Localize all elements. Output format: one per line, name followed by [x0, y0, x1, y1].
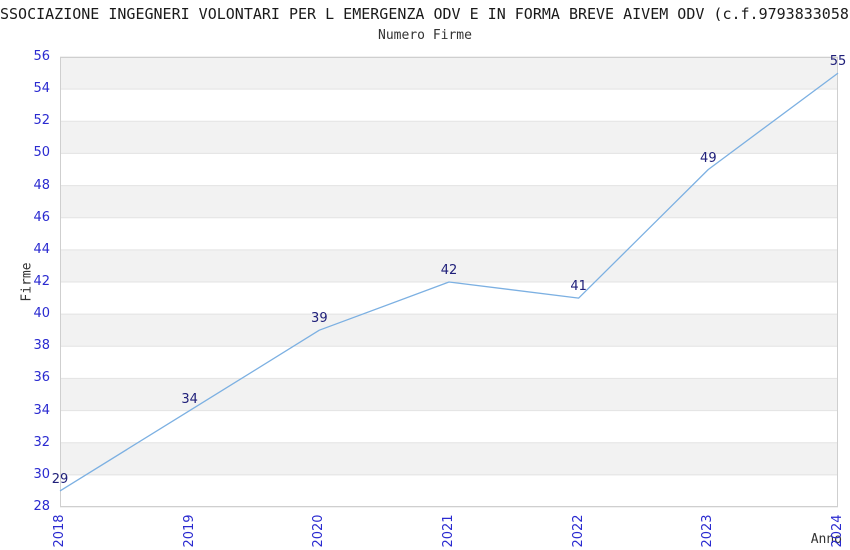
- x-tick-label: 2024: [830, 514, 845, 548]
- y-tick-label: 56: [33, 49, 50, 64]
- y-tick-label: 28: [33, 499, 50, 514]
- grid-band: [60, 314, 838, 347]
- point-data-label: 41: [570, 279, 587, 295]
- y-tick-label: 52: [33, 113, 50, 129]
- point-data-label: 39: [311, 311, 328, 327]
- grid-band: [60, 442, 838, 475]
- grid-band: [60, 185, 838, 218]
- y-tick-label: 46: [33, 209, 50, 225]
- x-tick-label: 2018: [52, 514, 67, 548]
- grid-band: [60, 378, 838, 411]
- y-tick-label: 44: [33, 241, 50, 257]
- y-tick-label: 40: [33, 306, 50, 322]
- y-tick-label: 38: [33, 338, 50, 354]
- x-tick-label: 2022: [570, 514, 586, 548]
- x-axis-label: Anno: [810, 532, 842, 547]
- grid-band: [60, 249, 838, 282]
- y-tick-label: 30: [33, 466, 50, 482]
- y-tick-label: 32: [33, 434, 50, 450]
- x-tick-label: 2023: [700, 514, 716, 548]
- x-tick-label: 2020: [311, 514, 327, 548]
- point-data-label: 42: [440, 263, 458, 278]
- y-tick-label: 54: [33, 81, 50, 97]
- point-data-label: 49: [700, 150, 717, 166]
- y-tick-label: 34: [33, 402, 50, 418]
- chart-subtitle: Numero Firme: [378, 28, 472, 43]
- x-tick-label: 2021: [441, 514, 456, 548]
- y-tick-label: 48: [33, 177, 50, 193]
- y-tick-label: 36: [33, 370, 50, 386]
- point-data-label: 29: [51, 471, 69, 487]
- grid-band: [60, 57, 838, 90]
- chart-title: SSOCIAZIONE INGEGNERI VOLONTARI PER L EM…: [0, 5, 850, 23]
- point-data-label: 55: [829, 54, 847, 70]
- y-tick-label: 42: [33, 274, 50, 289]
- point-data-label: 34: [181, 391, 198, 407]
- y-tick-label: 50: [33, 145, 50, 161]
- grid-band: [60, 121, 838, 154]
- series-line: [59, 72, 839, 492]
- plot-border: [60, 57, 838, 507]
- plot-area: [59, 56, 839, 508]
- x-tick-label: 2019: [181, 514, 197, 548]
